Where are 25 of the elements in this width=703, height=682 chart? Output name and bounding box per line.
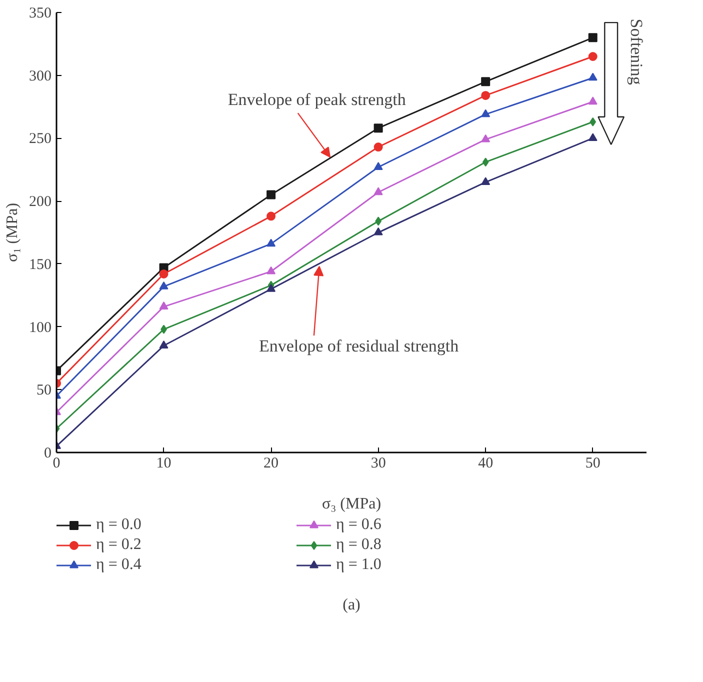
legend-label: η = 1.0	[336, 555, 382, 575]
y-tick-label: 250	[29, 131, 52, 148]
y-tick-label: 350	[29, 6, 52, 22]
y-tick-label: 200	[29, 194, 52, 210]
x-axis-title: σ₃ (MPa)	[322, 496, 382, 512]
x-tick-label: 30	[370, 456, 386, 472]
y-tick-label: 100	[29, 320, 52, 336]
y-tick-label: 50	[36, 382, 52, 399]
text: (a)	[342, 596, 360, 614]
annotation: Envelope of peak strength	[228, 90, 406, 110]
y-axis-title: σ₁ (MPa)	[4, 202, 21, 262]
legend-label: η = 0.8	[336, 535, 382, 555]
y-tick-label: 300	[29, 68, 52, 84]
legend-label: η = 0.6	[336, 515, 382, 535]
x-tick-label: 10	[156, 456, 172, 472]
y-tick-label: 150	[29, 256, 52, 273]
annotation: Softening	[627, 18, 646, 86]
x-tick-label: 50	[585, 456, 600, 472]
legend-label: η = 0.2	[96, 535, 142, 555]
legend-label: η = 0.4	[96, 555, 142, 575]
annotation: Envelope of residual strength	[258, 336, 460, 356]
x-tick-label: 20	[264, 456, 279, 472]
legend-label: η = 0.0	[96, 515, 142, 535]
x-tick-label: 40	[478, 456, 494, 472]
y-tick-label: 0	[44, 446, 52, 462]
